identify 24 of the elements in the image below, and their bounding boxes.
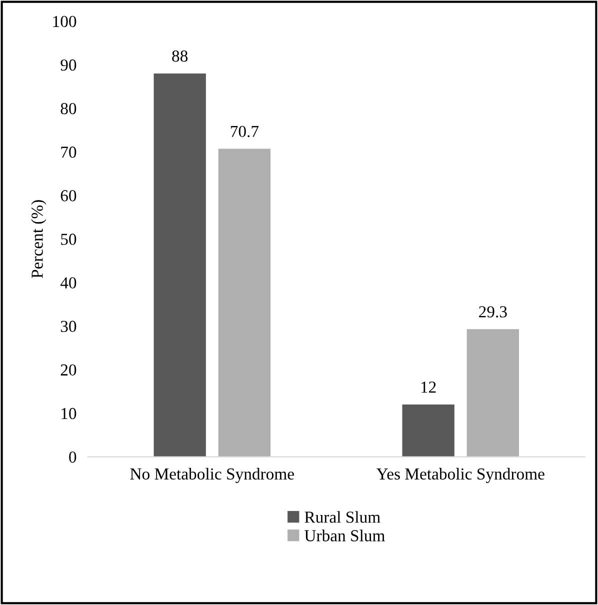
data-label: 29.3 <box>479 306 507 318</box>
y-tick-label: 60 <box>60 190 76 202</box>
y-tick-label: 10 <box>62 408 76 420</box>
data-label: 70.7 <box>230 126 259 138</box>
y-tick-label: 80 <box>60 102 76 114</box>
x-tick-label: Yes Metabolic Syndrome <box>376 468 544 484</box>
y-tick-label: 40 <box>60 277 76 288</box>
legend-label: Rural Slum <box>304 511 380 523</box>
y-tick-label: 70 <box>61 146 76 158</box>
y-tick-label: 90 <box>60 59 76 71</box>
data-label: 12 <box>421 382 436 393</box>
y-tick-label: 100 <box>53 16 76 28</box>
x-tick-label: No Metabolic Syndrome <box>130 468 294 484</box>
y-axis-title: Percent (%) <box>31 200 46 278</box>
bar <box>466 329 519 457</box>
y-tick-label: 50 <box>61 234 76 245</box>
bar <box>154 73 206 457</box>
legend-label: Urban Slum <box>304 530 385 542</box>
y-tick-label: 20 <box>60 364 76 376</box>
y-tick-label: 0 <box>69 451 76 463</box>
bar <box>402 404 454 457</box>
bar <box>218 148 271 457</box>
y-tick-label: 30 <box>60 320 76 332</box>
data-label: 88 <box>172 50 188 62</box>
